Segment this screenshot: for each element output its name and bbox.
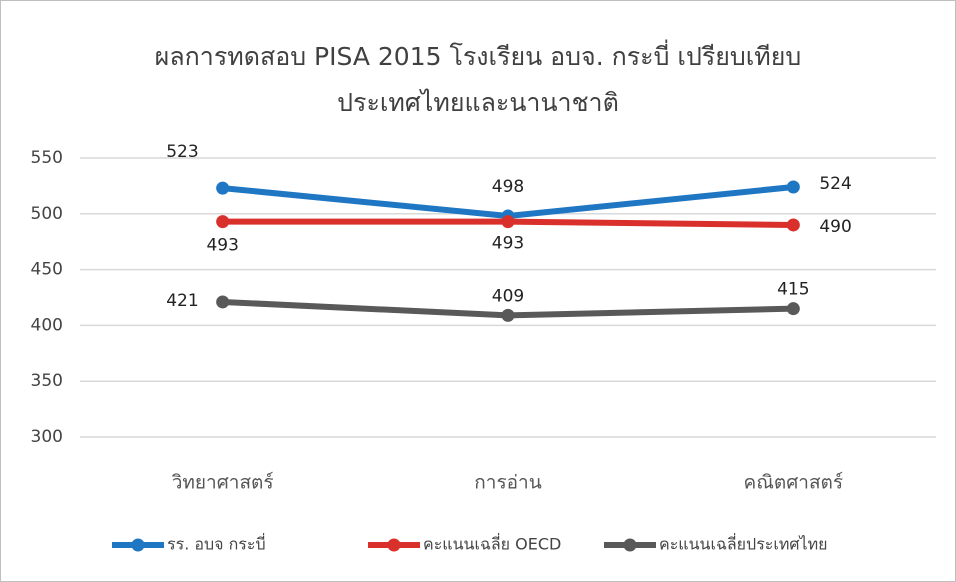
legend-marker: [623, 538, 637, 552]
data-label: 490: [819, 217, 851, 237]
y-tick-label: 350: [31, 371, 63, 391]
data-label: 421: [166, 291, 198, 311]
legend-label: รร. อบจ กระบี่: [167, 533, 266, 554]
data-label: 493: [492, 234, 524, 254]
x-tick-label: วิทยาศาสตร์: [171, 472, 273, 494]
y-tick-label: 550: [31, 148, 63, 168]
data-label: 498: [492, 177, 524, 197]
data-label: 415: [777, 280, 809, 300]
data-point: [786, 218, 800, 232]
data-point: [216, 215, 230, 229]
y-tick-label: 400: [31, 315, 63, 335]
data-point: [501, 215, 515, 229]
data-label: 524: [819, 174, 851, 194]
data-label: 523: [166, 142, 198, 162]
y-tick-label: 450: [31, 260, 63, 280]
data-label: 493: [206, 236, 238, 256]
data-point: [501, 308, 515, 322]
legend-marker: [131, 538, 145, 552]
data-point: [216, 295, 230, 309]
legend-marker: [387, 538, 401, 552]
chart-title: ผลการทดสอบ PISA 2015 โรงเรียน อบจ. กระบี…: [154, 42, 802, 117]
y-tick-label: 300: [31, 427, 63, 447]
data-point: [786, 180, 800, 194]
legend-label: คะแนนเฉลี่ยประเทศไทย: [659, 533, 828, 554]
data-label: 409: [492, 286, 524, 306]
data-point: [786, 302, 800, 316]
x-tick-label: การอ่าน: [474, 472, 541, 494]
legend-label: คะแนนเฉลี่ย OECD: [423, 533, 561, 554]
x-tick-label: คณิตศาสตร์: [744, 472, 844, 494]
y-tick-label: 500: [31, 204, 63, 224]
data-point: [216, 181, 230, 195]
